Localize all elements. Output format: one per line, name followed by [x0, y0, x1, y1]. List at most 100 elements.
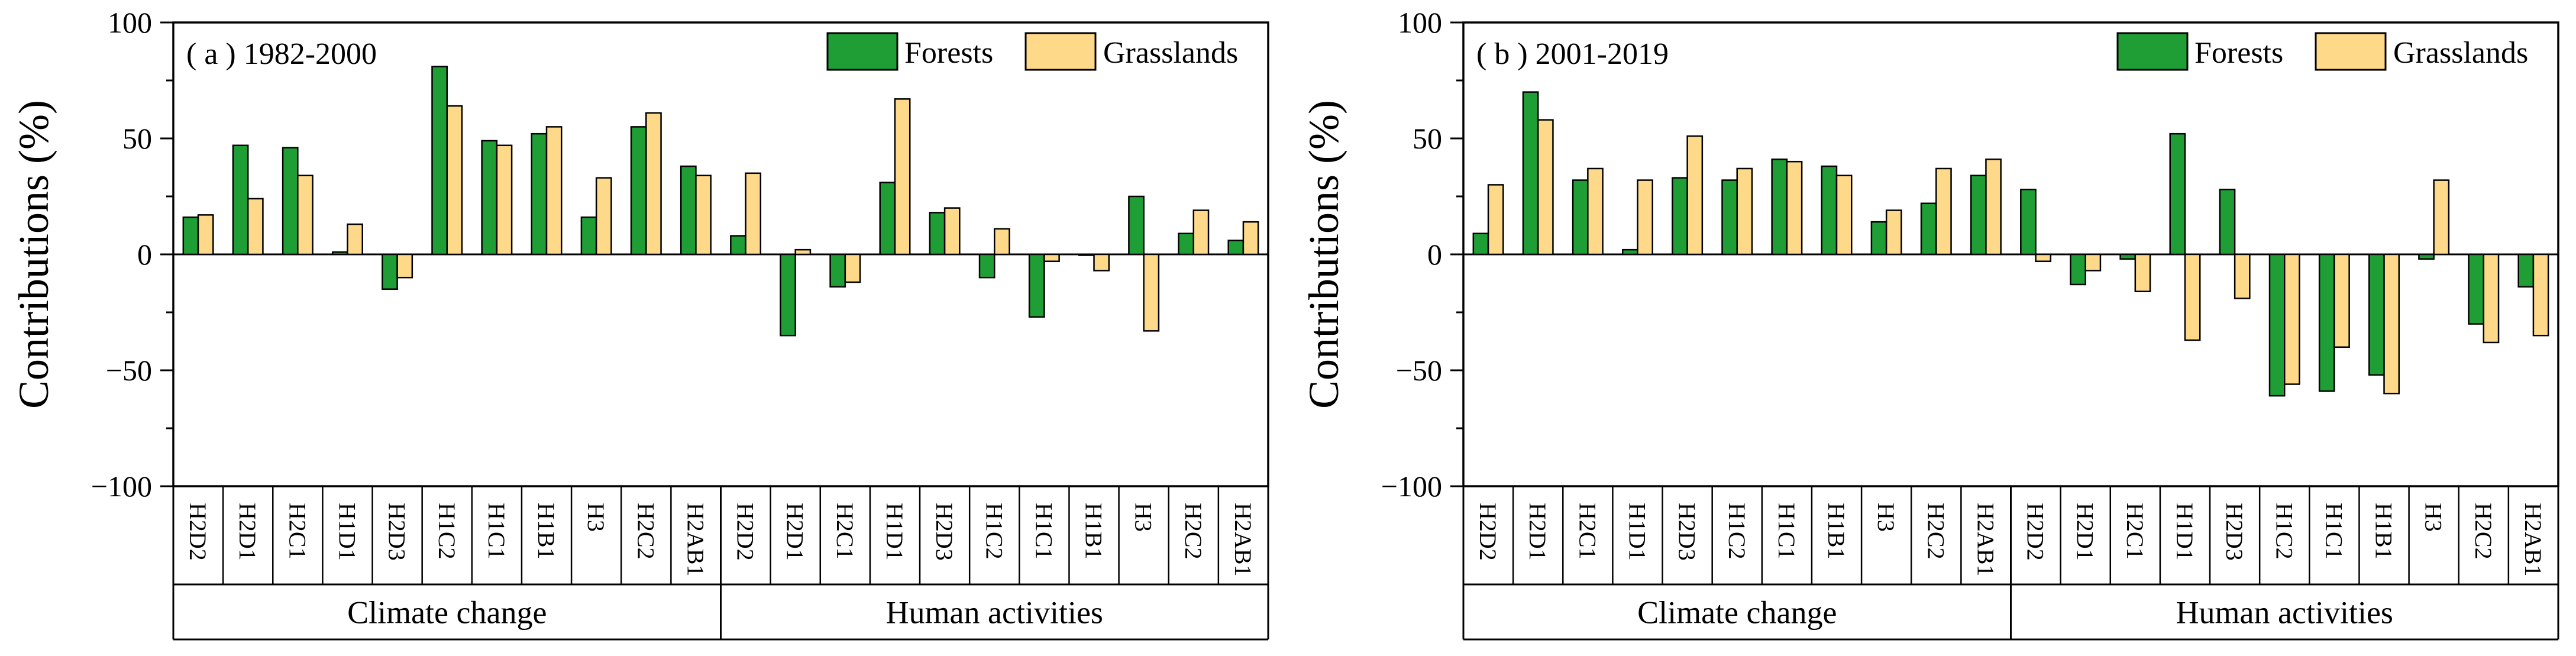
- legend-swatch-grasslands: [2315, 32, 2387, 71]
- bar-grasslands-climate-change-h1c2: [446, 105, 463, 256]
- bar-forests-human-activities-h3: [2418, 253, 2435, 260]
- bar-grasslands-climate-change-h1c2: [1736, 167, 1753, 256]
- bar-grasslands-climate-change-h2c2: [1935, 167, 1952, 256]
- category-label: H1C2: [1724, 503, 1750, 560]
- category-label: H1D1: [1624, 503, 1650, 561]
- bar-forests-human-activities-h2c2: [1178, 232, 1195, 256]
- bar-grasslands-climate-change-h1c1: [1786, 160, 1803, 256]
- category-label: H2D1: [234, 503, 261, 561]
- category-label: H2C2: [1922, 503, 1949, 560]
- y-tick-label: −50: [1396, 354, 1442, 387]
- bar-grasslands-human-activities-h1d1: [2184, 253, 2201, 341]
- category-label: H2AB1: [682, 503, 709, 576]
- category-label: H1C1: [2320, 503, 2347, 560]
- bar-forests-climate-change-h1d1: [331, 251, 348, 256]
- y-tick-label: −50: [106, 354, 152, 387]
- bar-forests-climate-change-h1c2: [1721, 179, 1738, 256]
- bar-grasslands-human-activities-h2d3: [943, 207, 961, 256]
- category-label: H2D2: [2022, 503, 2049, 561]
- bar-grasslands-climate-change-h2d2: [1487, 184, 1504, 256]
- category-label: H3: [1130, 503, 1157, 532]
- bar-grasslands-climate-change-h1b1: [1835, 174, 1853, 256]
- y-tick-label: −100: [91, 470, 152, 503]
- bar-grasslands-human-activities-h2c1: [2134, 253, 2151, 292]
- chart-panel-b: 100 50 0 −50 −100 Contributions (%) ( b ) 2001…: [1300, 6, 2559, 641]
- bar-forests-climate-change-h2c1: [282, 147, 299, 256]
- legend-swatch-grasslands: [1024, 32, 1097, 71]
- bar-forests-human-activities-h2c2: [2468, 253, 2485, 325]
- category-label: H2D3: [1674, 503, 1701, 561]
- bar-grasslands-climate-change-h1b1: [545, 126, 563, 256]
- bar-forests-human-activities-h1c1: [1028, 253, 1045, 318]
- bar-grasslands-human-activities-h1c1: [2333, 253, 2350, 348]
- bar-forests-human-activities-h2ab1: [1227, 240, 1245, 256]
- category-label: H2C1: [1574, 503, 1601, 560]
- bar-forests-climate-change-h2c1: [1572, 179, 1589, 256]
- category-label: H1B1: [2371, 503, 2397, 560]
- bar-forests-human-activities-h2c1: [829, 253, 846, 288]
- bar-forests-climate-change-h3: [1870, 221, 1887, 256]
- legend: Forests Grasslands: [2116, 32, 2528, 71]
- category-label: H1C1: [1030, 503, 1057, 560]
- category-label: H1D1: [334, 503, 360, 561]
- bar-forests-human-activities-h2d1: [2070, 253, 2086, 286]
- bar-forests-human-activities-h2d1: [780, 253, 796, 337]
- bar-forests-human-activities-h2d3: [929, 212, 946, 256]
- category-label: H3: [583, 503, 609, 532]
- bar-forests-climate-change-h1b1: [1821, 165, 1838, 256]
- category-label: H3: [2420, 503, 2447, 532]
- bar-forests-human-activities-h1c2: [2268, 253, 2286, 397]
- bar-forests-human-activities-h2c1: [2119, 253, 2137, 260]
- category-label: H1C2: [434, 503, 460, 560]
- bar-grasslands-human-activities-h2d2: [745, 172, 762, 256]
- bar-grasslands-human-activities-h1c2: [994, 228, 1010, 256]
- category-label: H2D2: [185, 503, 211, 561]
- bar-forests-human-activities-h1d1: [2169, 133, 2186, 256]
- bar-forests-human-activities-h1b1: [1078, 253, 1095, 256]
- category-label: H1C2: [2271, 503, 2297, 560]
- bar-forests-climate-change-h2c2: [630, 126, 647, 256]
- bar-forests-human-activities-h2ab1: [2517, 253, 2535, 288]
- bar-grasslands-human-activities-h2ab1: [1242, 221, 1259, 256]
- group-label: Climate change: [347, 595, 547, 631]
- bar-forests-climate-change-h2ab1: [680, 165, 697, 256]
- category-label: H2D1: [2072, 503, 2099, 561]
- category-label: H2C1: [832, 503, 858, 560]
- category-label: H1B1: [1823, 503, 1850, 560]
- bar-grasslands-climate-change-h1d1: [1637, 179, 1653, 256]
- category-label: H2D2: [732, 503, 759, 561]
- category-label: H2C2: [1180, 503, 1207, 560]
- legend-label-grasslands: Grasslands: [2393, 36, 2528, 70]
- legend-swatch-forests: [2116, 32, 2189, 71]
- bar-forests-climate-change-h2d2: [1472, 232, 1489, 256]
- legend: Forests Grasslands: [826, 32, 1238, 71]
- category-label: H2AB1: [1972, 503, 1999, 576]
- bar-forests-climate-change-h2ab1: [1970, 174, 1987, 256]
- category-label: H1C2: [981, 503, 1007, 560]
- bar-forests-climate-change-h1c1: [481, 140, 498, 256]
- category-label: H2D1: [782, 503, 809, 561]
- y-tick-label: 50: [122, 122, 152, 155]
- bar-grasslands-human-activities-h2d1: [794, 248, 812, 256]
- bar-forests-climate-change-h2d3: [382, 253, 398, 290]
- bar-forests-climate-change-h1b1: [531, 133, 548, 256]
- bar-forests-human-activities-h1d1: [879, 182, 896, 256]
- category-label: H3: [1873, 503, 1899, 532]
- legend-label-grasslands: Grasslands: [1103, 36, 1238, 70]
- bar-grasslands-human-activities-h1d1: [894, 98, 911, 256]
- bar-grasslands-climate-change-h2ab1: [1985, 159, 2002, 256]
- legend-label-forests: Forests: [2194, 36, 2283, 70]
- bar-forests-climate-change-h2d2: [182, 216, 199, 256]
- category-label: H2D1: [1524, 503, 1551, 561]
- y-axis-title: Contributions (%): [1300, 100, 1347, 409]
- bar-grasslands-climate-change-h2c1: [1587, 167, 1604, 256]
- bar-grasslands-climate-change-h2d3: [396, 253, 413, 279]
- category-label: H2C1: [2122, 503, 2148, 560]
- category-label: H1B1: [1081, 503, 1107, 560]
- bar-grasslands-climate-change-h2c2: [645, 112, 662, 256]
- panel-title: ( b ) 2001-2019: [1476, 37, 1669, 71]
- bar-forests-climate-change-h1d1: [1621, 248, 1638, 256]
- legend-label-forests: Forests: [904, 36, 993, 70]
- y-tick-label: 100: [1398, 6, 1442, 39]
